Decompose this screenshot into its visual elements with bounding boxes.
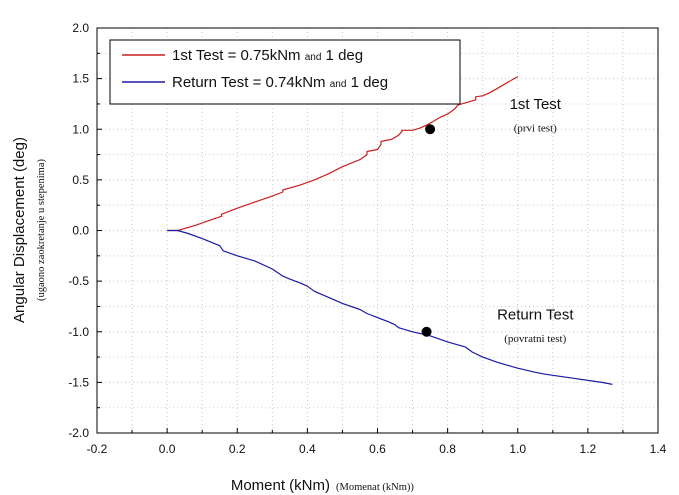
y-tick-label: 0.5 (72, 173, 89, 187)
y-axis-title: Angular Displacement (deg) (11, 137, 28, 323)
x-tick-label: 0.2 (229, 442, 246, 456)
annotation-sublabel: (povratni test) (504, 333, 566, 345)
y-tick-label: 1.5 (72, 72, 89, 86)
series (167, 76, 613, 385)
marker-point-1 (425, 124, 436, 135)
x-tick-label: 0.6 (369, 442, 386, 456)
series-line-2 (167, 229, 613, 385)
x-axis-title: Moment (kNm) (231, 477, 330, 494)
y-axis-subtitle: (ugaono zaokretanje u stepenima) (36, 159, 47, 301)
ticks: -0.2 0.0 0.2 0.4 0.6 0.8 1.0 1.2 1.4 2.0 1.5 1.0 0.5… (68, 21, 666, 456)
legend-entry: Return Test = 0.74kNm and 1 deg (172, 74, 388, 91)
series-line-1 (167, 76, 519, 232)
x-tick-label: 0.4 (299, 442, 316, 456)
annotation-label: 1st Test (510, 96, 562, 113)
annotation-label: Return Test (497, 307, 574, 324)
y-tick-label: -2.0 (68, 426, 89, 440)
x-tick-label: 1.2 (580, 442, 597, 456)
legend-entry: 1st Test = 0.75kNm and 1 deg (172, 47, 363, 64)
x-tick-label: -0.2 (87, 442, 108, 456)
x-tick-label: 1.0 (509, 442, 526, 456)
legend-box (109, 39, 461, 105)
y-tick-label: 2.0 (72, 21, 89, 35)
x-tick-label: 1.4 (650, 442, 667, 456)
x-tick-label: 0.8 (439, 442, 456, 456)
annotation-sublabel: (prvi test) (514, 122, 557, 134)
y-tick-label: -1.5 (68, 375, 89, 389)
y-tick-label: 0.0 (72, 224, 89, 238)
x-axis-subtitle: (Momenat (kNm)) (336, 482, 414, 493)
marker-points (421, 124, 436, 337)
y-tick-label: -1.0 (68, 325, 89, 339)
y-tick-label: -0.5 (68, 274, 89, 288)
y-tick-label: 1.0 (72, 122, 89, 136)
x-tick-label: 0.0 (159, 442, 176, 456)
annotations: 1st Test (prvi test) Return Test (povratni … (497, 96, 574, 345)
legend: 1st Test = 0.75kNm and 1 deg Return Test … (109, 39, 461, 105)
marker-point-2 (421, 326, 432, 337)
